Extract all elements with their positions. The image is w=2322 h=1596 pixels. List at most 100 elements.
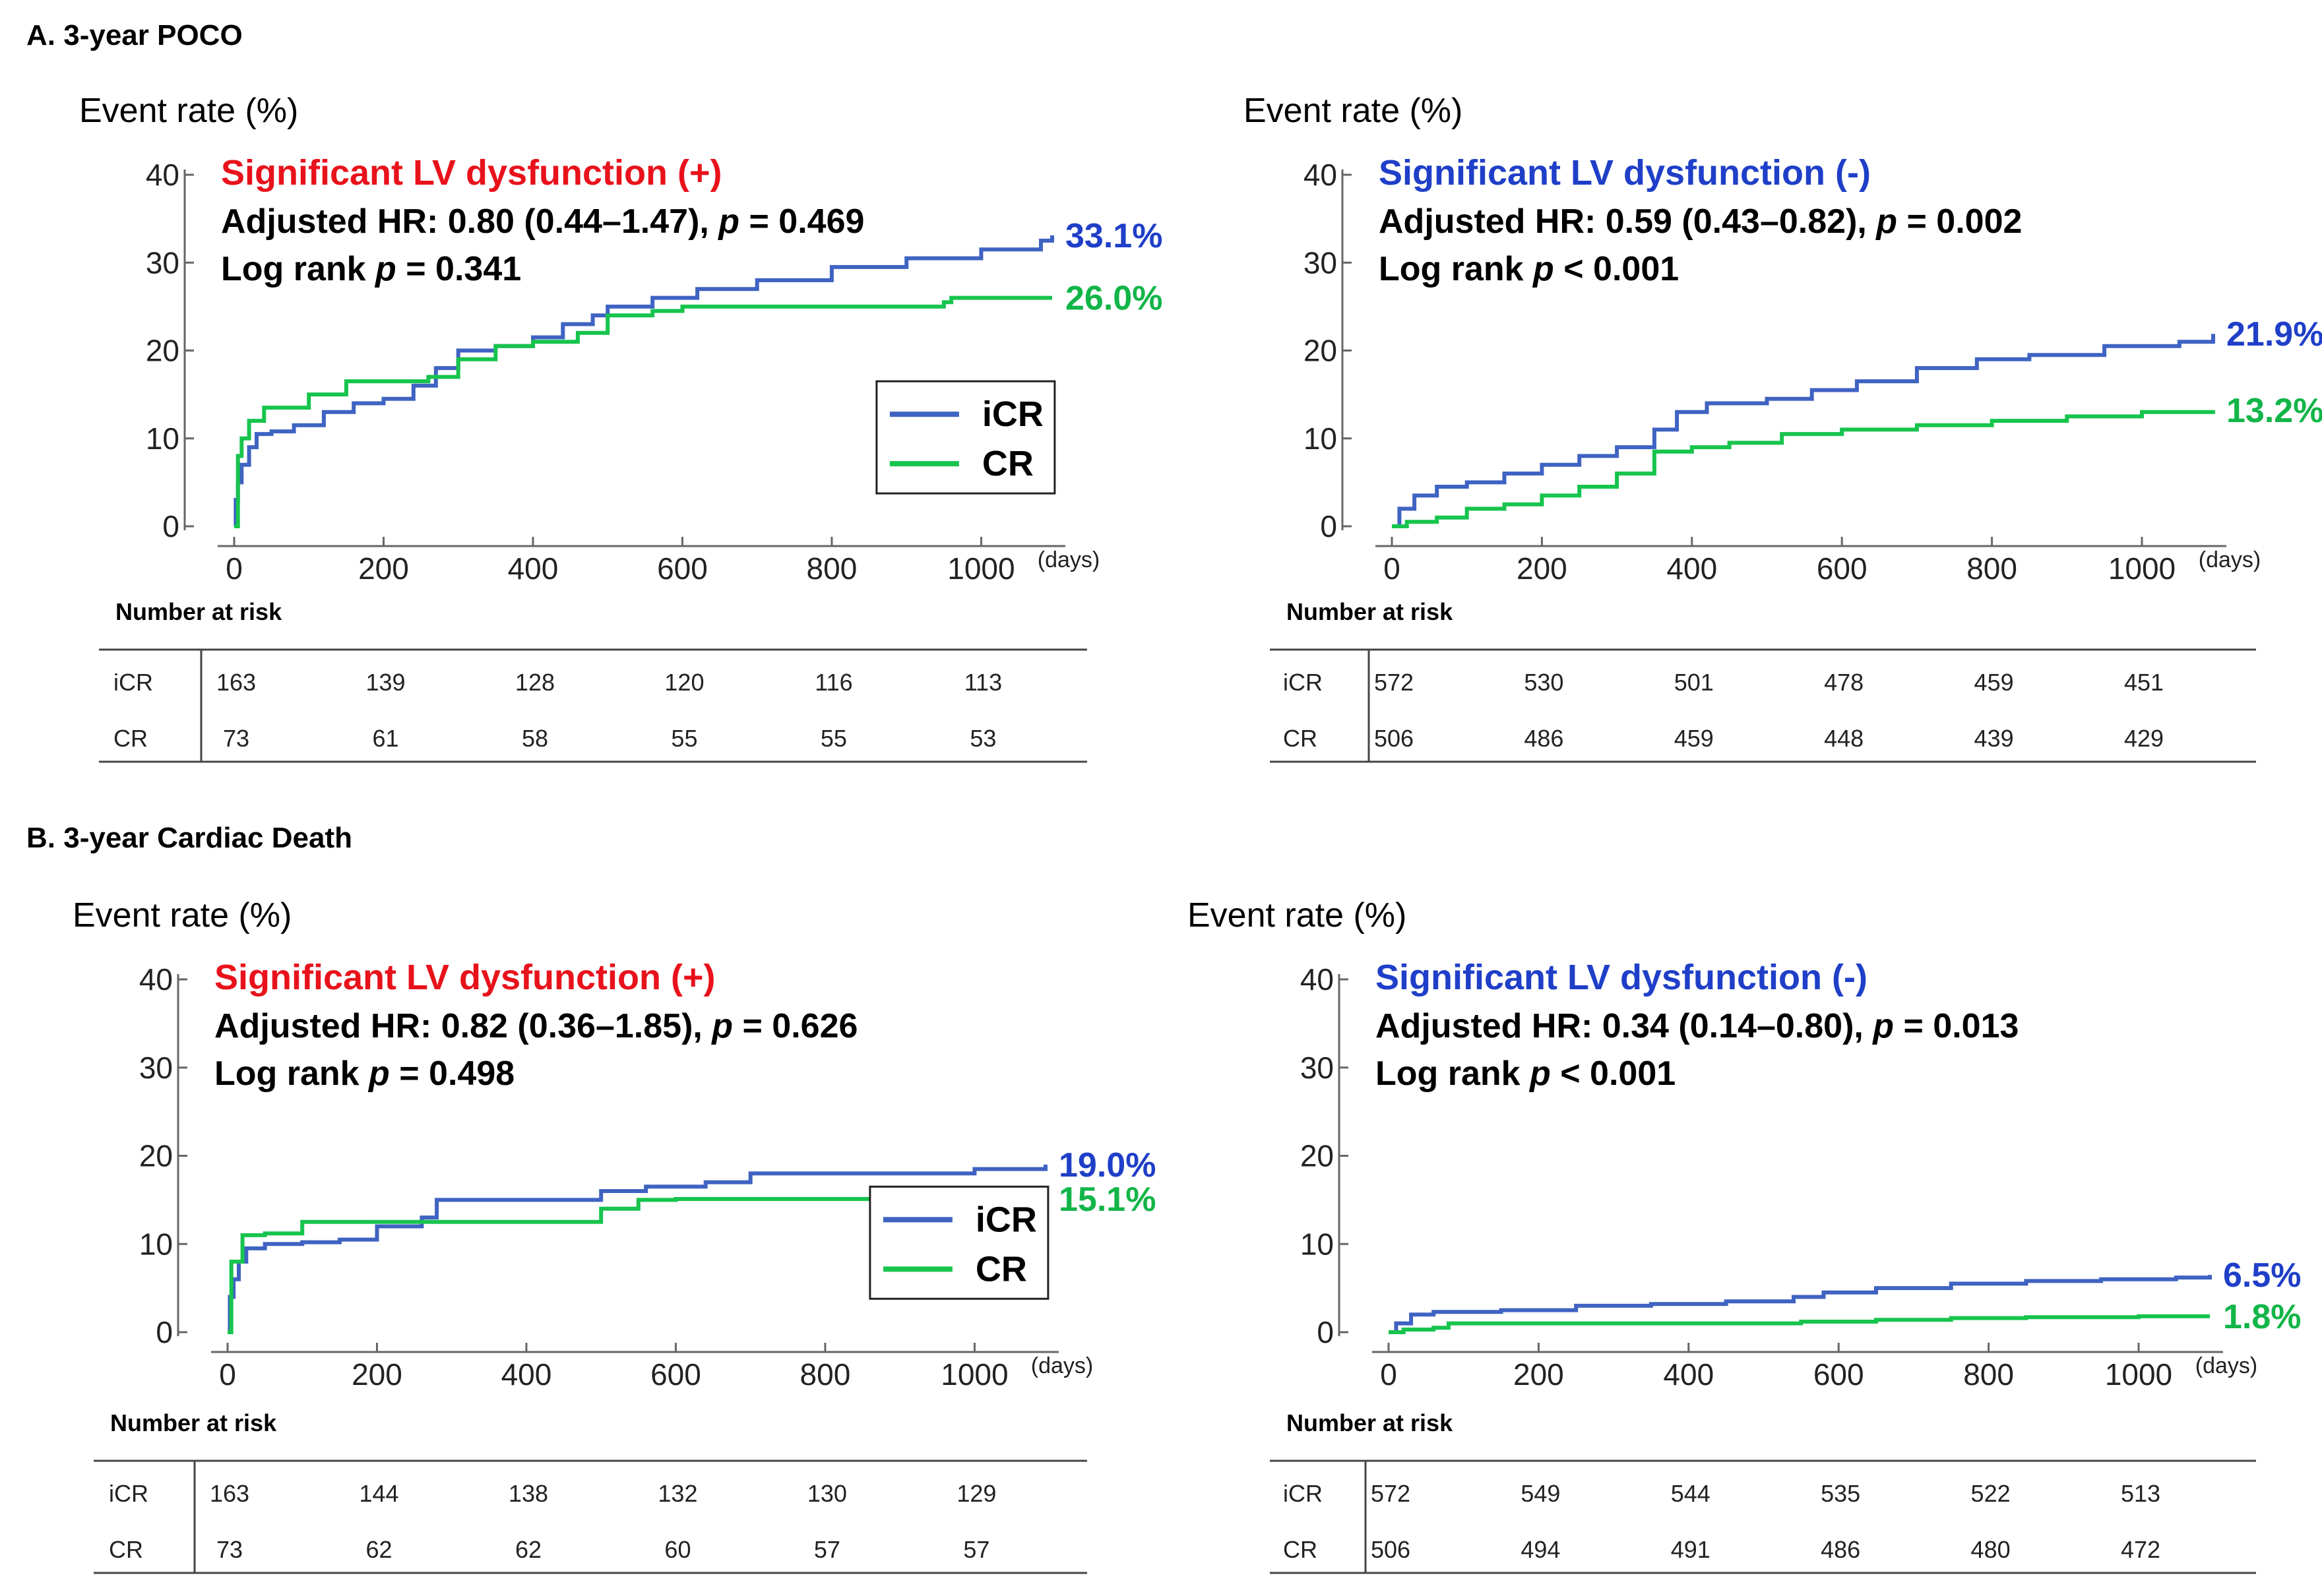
end-label-icr: 33.1% — [1065, 217, 1162, 255]
x-tick-label: 800 — [1966, 551, 2017, 586]
risk-group-label: iCR — [109, 1480, 148, 1507]
adjusted-hr-line-part: p — [710, 1007, 733, 1045]
y-tick-label: 40 — [1303, 158, 1337, 192]
risk-value: 572 — [1371, 1480, 1410, 1507]
risk-group-label: CR — [113, 725, 148, 752]
log-rank-line-part: Log rank — [1375, 1055, 1530, 1093]
adjusted-hr-line-part: Adjusted HR: 0.59 (0.43–0.82), — [1379, 202, 1876, 241]
x-tick-label: 0 — [1383, 551, 1400, 586]
adjusted-hr-line: Adjusted HR: 0.34 (0.14–0.80), p = 0.013 — [1375, 1007, 2019, 1045]
risk-value: 451 — [2124, 669, 2164, 696]
risk-value: 491 — [1671, 1536, 1710, 1563]
x-tick-label: 1000 — [941, 1357, 1008, 1392]
risk-value: 62 — [515, 1536, 542, 1563]
legend-box — [869, 1185, 1050, 1300]
risk-value: 58 — [522, 725, 548, 752]
risk-value: 439 — [1974, 725, 2014, 752]
legend-label-cr: CR — [982, 444, 1034, 483]
y-tick-label: 30 — [1300, 1051, 1334, 1085]
y-axis-label: Event rate (%) — [1187, 896, 1406, 935]
x-axis-unit-label: (days) — [1038, 547, 1100, 572]
legend-label-cr: CR — [976, 1249, 1027, 1289]
risk-table-title: Number at risk — [110, 1409, 277, 1436]
y-tick-label: 10 — [139, 1227, 173, 1261]
adjusted-hr-line: Adjusted HR: 0.59 (0.43–0.82), p = 0.002 — [1379, 202, 2022, 241]
adjusted-hr-line-part: Adjusted HR: 0.80 (0.44–1.47), — [221, 202, 718, 241]
x-axis-unit-label: (days) — [2195, 1353, 2257, 1378]
x-tick-label: 600 — [657, 551, 708, 586]
risk-value: 57 — [814, 1536, 840, 1563]
x-tick-label: 400 — [508, 551, 559, 586]
log-rank-line-part: < 0.001 — [1551, 1055, 1676, 1093]
risk-value: 73 — [216, 1536, 243, 1563]
risk-group-label: CR — [1283, 1536, 1317, 1563]
y-tick-label: 40 — [1300, 962, 1334, 997]
risk-value: 73 — [223, 725, 249, 752]
risk-value: 506 — [1374, 725, 1414, 752]
x-tick-label: 1000 — [947, 551, 1015, 586]
risk-table-title: Number at risk — [115, 598, 282, 625]
risk-value: 494 — [1521, 1536, 1560, 1563]
risk-value: 572 — [1374, 669, 1414, 696]
log-rank-line-part: = 0.341 — [396, 250, 521, 288]
adjusted-hr-line: Adjusted HR: 0.80 (0.44–1.47), p = 0.469 — [221, 202, 864, 241]
end-label-icr: 21.9% — [2226, 315, 2322, 353]
risk-value: 472 — [2121, 1536, 2160, 1563]
risk-value: 486 — [1821, 1536, 1860, 1563]
x-tick-label: 600 — [1813, 1357, 1864, 1392]
log-rank-line: Log rank p < 0.001 — [1375, 1055, 1676, 1093]
adjusted-hr-line-part: p — [1875, 202, 1897, 241]
y-axis-label: Event rate (%) — [73, 896, 292, 935]
panel-subtitle: Significant LV dysfunction (-) — [1375, 958, 1867, 997]
end-label-icr: 6.5% — [2223, 1256, 2302, 1295]
risk-value: 132 — [658, 1480, 697, 1507]
x-tick-label: 600 — [1817, 551, 1867, 586]
y-tick-label: 20 — [1303, 334, 1337, 368]
end-label-cr: 13.2% — [2226, 392, 2322, 430]
risk-value: 62 — [365, 1536, 392, 1563]
risk-value: 138 — [509, 1480, 548, 1507]
y-tick-label: 30 — [146, 245, 179, 280]
adjusted-hr-line-part: Adjusted HR: 0.34 (0.14–0.80), — [1375, 1007, 1873, 1045]
log-rank-line-part: < 0.001 — [1554, 250, 1679, 288]
y-tick-label: 0 — [1320, 509, 1337, 543]
x-axis-unit-label: (days) — [2199, 547, 2261, 572]
end-label-icr: 19.0% — [1059, 1146, 1156, 1184]
x-tick-label: 400 — [1663, 1357, 1714, 1392]
risk-value: 544 — [1671, 1480, 1710, 1507]
risk-value: 522 — [1971, 1480, 2011, 1507]
risk-group-label: iCR — [113, 669, 153, 696]
x-tick-label: 1000 — [2108, 551, 2176, 586]
adjusted-hr-line-part: = 0.002 — [1897, 202, 2022, 241]
x-axis-unit-label: (days) — [1031, 1353, 1093, 1378]
risk-value: 57 — [963, 1536, 989, 1563]
risk-value: 530 — [1524, 669, 1563, 696]
adjusted-hr-line-part: = 0.013 — [1894, 1007, 2019, 1045]
x-tick-label: 200 — [1513, 1357, 1564, 1392]
risk-group-label: CR — [1283, 725, 1317, 752]
y-tick-label: 30 — [139, 1051, 173, 1085]
y-tick-label: 10 — [1303, 421, 1337, 456]
log-rank-line-part: Log rank — [1379, 250, 1533, 288]
adjusted-hr-line-part: = 0.469 — [739, 202, 864, 241]
y-tick-label: 30 — [1303, 245, 1337, 280]
x-tick-label: 200 — [358, 551, 409, 586]
risk-table-title: Number at risk — [1286, 1409, 1453, 1436]
x-tick-label: 800 — [807, 551, 858, 586]
log-rank-line-part: p — [1532, 250, 1554, 288]
end-label-cr: 26.0% — [1065, 280, 1162, 318]
risk-value: 459 — [1674, 725, 1714, 752]
x-tick-label: 1000 — [2105, 1357, 2172, 1392]
risk-value: 429 — [2124, 725, 2164, 752]
risk-value: 501 — [1674, 669, 1714, 696]
adjusted-hr-line-part: p — [1871, 1007, 1894, 1045]
series-line-cr — [234, 295, 1052, 528]
risk-value: 480 — [1971, 1536, 2011, 1563]
risk-value: 535 — [1821, 1480, 1860, 1507]
risk-value: 128 — [515, 669, 555, 696]
risk-value: 55 — [821, 725, 847, 752]
risk-value: 113 — [964, 669, 1002, 696]
y-tick-label: 20 — [146, 334, 179, 368]
